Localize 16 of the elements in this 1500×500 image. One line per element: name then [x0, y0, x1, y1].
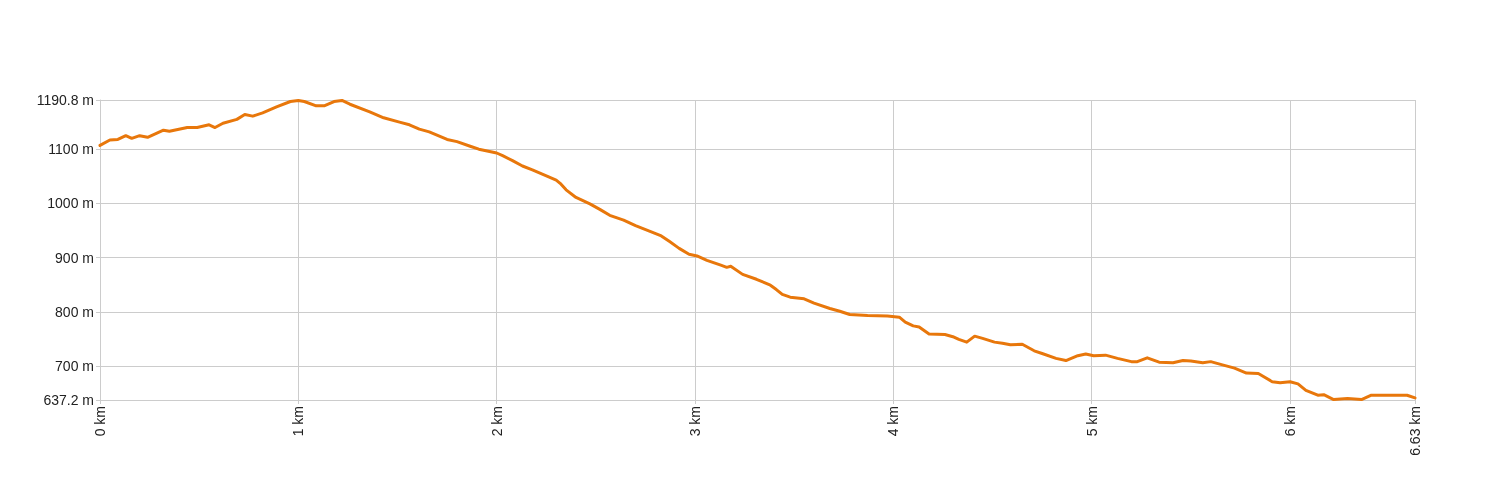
x-tick-label: 3 km — [687, 406, 704, 437]
y-tick-label: 1100 m — [48, 141, 94, 158]
x-tick-label: 0 km — [92, 406, 108, 437]
line-series — [98, 98, 1417, 402]
y-tick-label: 800 m — [55, 303, 94, 320]
x-tick-label: 2 km — [488, 406, 505, 437]
x-tick-label: 1 km — [290, 406, 307, 437]
y-tick-label: 700 m — [55, 357, 94, 374]
x-tick-label: 5 km — [1083, 406, 1100, 437]
y-tick-label: 900 m — [55, 249, 94, 266]
x-tick-label: 6.63 km — [1407, 406, 1423, 456]
x-tick-label: 4 km — [885, 406, 902, 437]
y-tick-label: 1000 m — [47, 195, 94, 212]
x-tick-label: 6 km — [1282, 406, 1299, 437]
y-tick-label: 637.2 m — [43, 392, 94, 408]
y-tick-label: 1190.8 m — [36, 92, 94, 108]
